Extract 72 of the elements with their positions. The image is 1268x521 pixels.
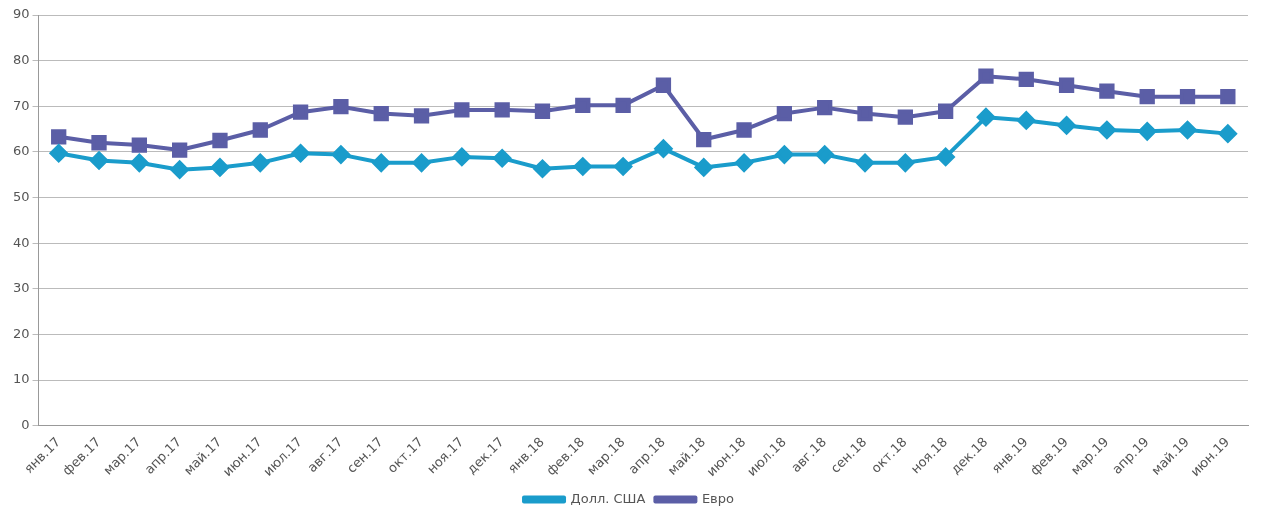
point — [1058, 77, 1075, 93]
y-tick-label: 50 — [13, 188, 30, 204]
point — [51, 129, 67, 145]
point — [1099, 83, 1115, 99]
point — [936, 147, 955, 166]
point — [1097, 120, 1116, 139]
point — [615, 97, 631, 113]
y-tick-label: 10 — [13, 371, 30, 387]
point — [494, 102, 510, 118]
point — [534, 103, 551, 119]
point — [333, 99, 349, 115]
point — [454, 102, 470, 118]
point — [131, 137, 147, 153]
point — [1178, 120, 1197, 139]
point — [413, 108, 430, 124]
point — [493, 149, 512, 168]
point — [856, 153, 875, 172]
point — [857, 105, 873, 122]
point — [976, 108, 995, 127]
y-tick-label: 20 — [13, 325, 30, 341]
point — [897, 109, 913, 125]
point — [452, 147, 471, 166]
legend-label: Евро — [701, 490, 735, 506]
point — [210, 158, 229, 177]
point — [735, 153, 754, 172]
point — [815, 145, 834, 164]
point — [776, 105, 793, 122]
point — [654, 139, 673, 158]
point — [1057, 116, 1076, 135]
point — [170, 160, 189, 179]
point — [1218, 124, 1237, 143]
point — [331, 145, 350, 164]
y-tick-label: 90 — [13, 6, 30, 22]
point — [978, 68, 994, 84]
legend-label: Долл. США — [570, 490, 646, 506]
point — [614, 157, 633, 176]
point — [291, 144, 310, 163]
y-tick-label: 40 — [13, 234, 30, 250]
point — [130, 153, 149, 172]
point — [171, 142, 188, 158]
point — [696, 131, 712, 148]
point — [1018, 71, 1034, 87]
y-tick-label: 30 — [13, 280, 30, 296]
point — [573, 157, 592, 176]
point — [1139, 89, 1155, 105]
point — [575, 97, 591, 113]
y-tick-label: 60 — [13, 143, 30, 159]
y-tick-label: 80 — [13, 52, 30, 67]
point — [91, 135, 107, 151]
point — [49, 144, 68, 163]
point — [736, 122, 752, 138]
point — [1179, 89, 1196, 105]
point — [817, 99, 833, 116]
point — [90, 151, 109, 170]
point — [372, 153, 391, 172]
point — [212, 132, 228, 149]
point — [1220, 89, 1236, 105]
point — [937, 103, 954, 119]
point — [655, 77, 672, 93]
point — [775, 145, 794, 164]
y-tick-label: 0 — [21, 417, 30, 432]
point — [533, 159, 552, 178]
point — [412, 153, 431, 172]
point — [694, 158, 713, 177]
point — [1138, 122, 1157, 141]
y-tick-label: 70 — [13, 97, 30, 113]
point — [373, 105, 389, 122]
point — [252, 122, 268, 138]
point — [251, 153, 270, 172]
point — [896, 153, 915, 172]
point — [1017, 111, 1036, 130]
point — [292, 104, 309, 120]
